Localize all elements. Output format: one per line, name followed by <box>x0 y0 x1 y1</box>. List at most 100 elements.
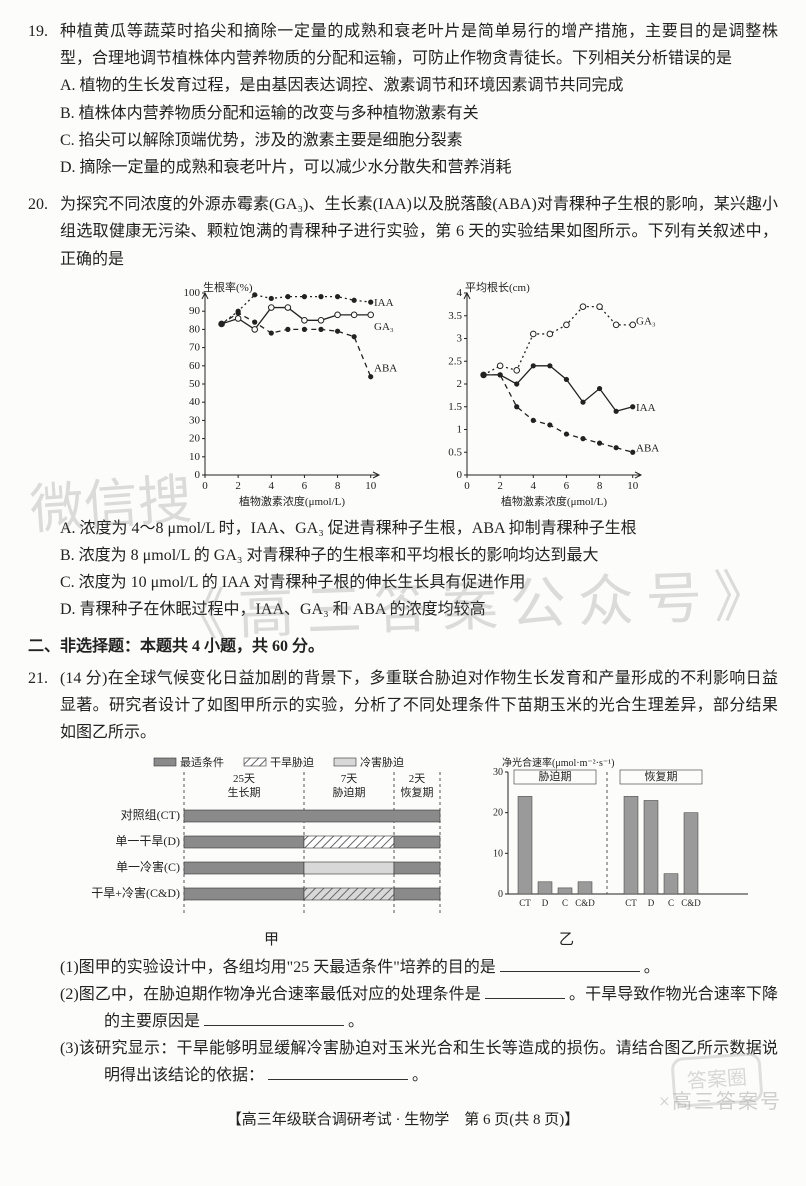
svg-text:1: 1 <box>457 423 463 435</box>
svg-text:ABA: ABA <box>374 362 397 374</box>
svg-text:IAA: IAA <box>636 401 656 413</box>
svg-text:3: 3 <box>457 332 463 344</box>
svg-text:0: 0 <box>195 469 201 481</box>
svg-text:0: 0 <box>464 480 470 492</box>
svg-text:2: 2 <box>235 480 241 492</box>
svg-text:干旱胁迫: 干旱胁迫 <box>270 755 314 769</box>
svg-text:GA₃: GA₃ <box>636 315 656 327</box>
svg-text:生根率(%): 生根率(%) <box>203 280 253 294</box>
svg-text:1.5: 1.5 <box>448 400 462 412</box>
question-21: 21. (14 分)在全球气候变化日益加剧的背景下，多重联合胁迫对作物生长发育和… <box>28 665 778 1090</box>
blank-2b <box>204 1008 344 1026</box>
svg-text:植物激素浓度(μmol/L): 植物激素浓度(μmol/L) <box>501 494 607 508</box>
q19-opt-c: C. 掐尖可以解除顶端优势，涉及的激素主要是细胞分裂素 <box>60 127 778 154</box>
svg-text:30: 30 <box>189 414 201 426</box>
svg-text:50: 50 <box>189 378 201 390</box>
svg-text:C&D: C&D <box>575 898 595 908</box>
svg-text:30: 30 <box>493 767 503 778</box>
svg-text:10: 10 <box>189 450 201 462</box>
q19-opt-d: D. 摘除一定量的成熟和衰老叶片，可以减少水分散失和营养消耗 <box>60 154 778 181</box>
q19-opt-a: A. 植物的生长发育过程，是由基因表达调控、激素调节和环境因素调节共同完成 <box>60 72 778 99</box>
q20-opt-c: C. 浓度为 10 μmol/L 的 IAA 对青稞种子根的伸长生长具有促进作用 <box>60 569 778 596</box>
q21-sub-2a-text: (2)图乙中，在胁迫期作物净光合速率最低对应的处理条件是 <box>60 986 481 1003</box>
page-footer: 【高三年级联合调研考试 · 生物学 第 6 页(共 8 页)】 <box>28 1108 778 1134</box>
svg-text:90: 90 <box>189 305 201 317</box>
svg-text:冷害胁迫: 冷害胁迫 <box>360 755 404 769</box>
svg-text:0.5: 0.5 <box>448 446 462 458</box>
svg-text:恢复期: 恢复期 <box>645 769 678 783</box>
svg-text:2天: 2天 <box>409 773 426 785</box>
svg-text:8: 8 <box>597 480 603 492</box>
svg-text:6: 6 <box>302 480 308 492</box>
blank-1 <box>500 954 640 972</box>
svg-text:8: 8 <box>335 480 341 492</box>
svg-text:4: 4 <box>269 480 275 492</box>
svg-text:20: 20 <box>189 432 201 444</box>
q20-chart-right: 00.511.522.533.540246810平均根长(cm)植物激素浓度(μ… <box>425 279 675 509</box>
q21-sub-1-text: (1)图甲的实验设计中，各组均用"25 天最适条件"培养的目的是 <box>60 959 496 976</box>
caption-yi: 乙 <box>559 928 574 954</box>
svg-text:70: 70 <box>189 341 201 353</box>
svg-text:4: 4 <box>457 287 463 299</box>
svg-text:100: 100 <box>184 287 201 299</box>
svg-text:0: 0 <box>498 889 503 900</box>
q21-sub-2c-text: 。 <box>348 1013 364 1030</box>
q19-number: 19. <box>28 18 60 45</box>
svg-text:恢复期: 恢复期 <box>401 785 434 799</box>
q20-chart-left: 01020304050607080901000246810生根率(%)植物激素浓… <box>163 279 413 509</box>
svg-text:60: 60 <box>189 359 201 371</box>
svg-text:C: C <box>668 898 674 908</box>
svg-text:4: 4 <box>531 480 537 492</box>
svg-text:0: 0 <box>457 469 463 481</box>
svg-text:单一干旱(D): 单一干旱(D) <box>115 834 180 848</box>
svg-text:C&D: C&D <box>681 898 701 908</box>
q21-number: 21. <box>28 665 60 692</box>
q21-sub-3: (3)该研究显示：干旱能够明显缓解冷害胁迫对玉米光合和生长等造成的损伤。请结合图… <box>60 1035 778 1089</box>
svg-text:25天: 25天 <box>233 773 255 785</box>
svg-text:IAA: IAA <box>374 297 394 309</box>
q20-opt-d: D. 青稞种子在休眠过程中，IAA、GA₃ 和 ABA 的浓度均较高 <box>60 596 778 623</box>
svg-text:10: 10 <box>493 849 503 860</box>
svg-text:单一冷害(C): 单一冷害(C) <box>116 859 180 874</box>
watermark-stamp: 答案圈 <box>670 1052 763 1108</box>
q19-opt-b: B. 植株体内营养物质分配和运输的改变与多种植物激素有关 <box>60 100 778 127</box>
svg-text:CT: CT <box>519 898 531 908</box>
caption-jia: 甲 <box>264 928 279 954</box>
svg-text:净光合速率(μmol·m⁻²·s⁻¹): 净光合速率(μmol·m⁻²·s⁻¹) <box>502 756 614 769</box>
q21-sub-1: (1)图甲的实验设计中，各组均用"25 天最适条件"培养的目的是 。 <box>60 954 778 981</box>
svg-text:2.5: 2.5 <box>448 355 462 367</box>
q20-options: A. 浓度为 4～8 μmol/L 时，IAA、GA₃ 促进青稞种子生根，ABA… <box>60 515 778 624</box>
svg-text:对照组(CT): 对照组(CT) <box>121 808 180 822</box>
svg-text:胁迫期: 胁迫期 <box>333 785 366 799</box>
q21-sub-2: (2)图乙中，在胁迫期作物净光合速率最低对应的处理条件是 。干旱导致作物光合速率… <box>60 981 778 1035</box>
q20-charts: 01020304050607080901000246810生根率(%)植物激素浓… <box>60 279 778 509</box>
svg-text:20: 20 <box>493 808 503 819</box>
question-20: 20. 为探究不同浓度的外源赤霉素(GA₃)、生长素(IAA)以及脱落酸(ABA… <box>28 191 778 623</box>
svg-text:GA₃: GA₃ <box>374 320 394 332</box>
q21-figures: 最适条件干旱胁迫冷害胁迫25天生长期7天胁迫期2天恢复期对照组(CT)单一干旱(… <box>60 754 778 924</box>
q21-stem: (14 分)在全球气候变化日益加剧的背景下，多重联合胁迫对作物生长发育和产量形成… <box>60 665 778 747</box>
svg-text:D: D <box>542 898 549 908</box>
svg-text:植物激素浓度(μmol/L): 植物激素浓度(μmol/L) <box>239 494 345 508</box>
svg-text:10: 10 <box>365 480 377 492</box>
svg-text:0: 0 <box>202 480 208 492</box>
svg-text:最适条件: 最适条件 <box>180 755 224 769</box>
section-2-header: 二、非选择题：本题共 4 小题，共 60 分。 <box>28 633 778 660</box>
q20-opt-a: A. 浓度为 4～8 μmol/L 时，IAA、GA₃ 促进青稞种子生根，ABA… <box>60 515 778 542</box>
svg-text:干旱+冷害(C&D): 干旱+冷害(C&D) <box>91 885 180 900</box>
svg-text:2: 2 <box>497 480 503 492</box>
svg-text:CT: CT <box>625 898 637 908</box>
svg-text:2: 2 <box>457 378 463 390</box>
svg-text:胁迫期: 胁迫期 <box>539 769 572 783</box>
q21-sub-1-end: 。 <box>644 959 660 976</box>
svg-text:3.5: 3.5 <box>448 309 462 321</box>
svg-text:ABA: ABA <box>636 442 659 454</box>
svg-text:C: C <box>562 898 568 908</box>
q20-stem: 为探究不同浓度的外源赤霉素(GA₃)、生长素(IAA)以及脱落酸(ABA)对青稞… <box>60 191 778 273</box>
q19-options: A. 植物的生长发育过程，是由基因表达调控、激素调节和环境因素调节共同完成 B.… <box>60 72 778 181</box>
svg-text:6: 6 <box>564 480 570 492</box>
svg-text:7天: 7天 <box>341 773 358 785</box>
svg-text:D: D <box>648 898 655 908</box>
q21-figure-yi: 净光合速率(μmol·m⁻²·s⁻¹) 0 10 20 30 CT D C C&D 胁迫期 CT D C… <box>474 754 754 924</box>
svg-text:生长期: 生长期 <box>228 785 261 799</box>
